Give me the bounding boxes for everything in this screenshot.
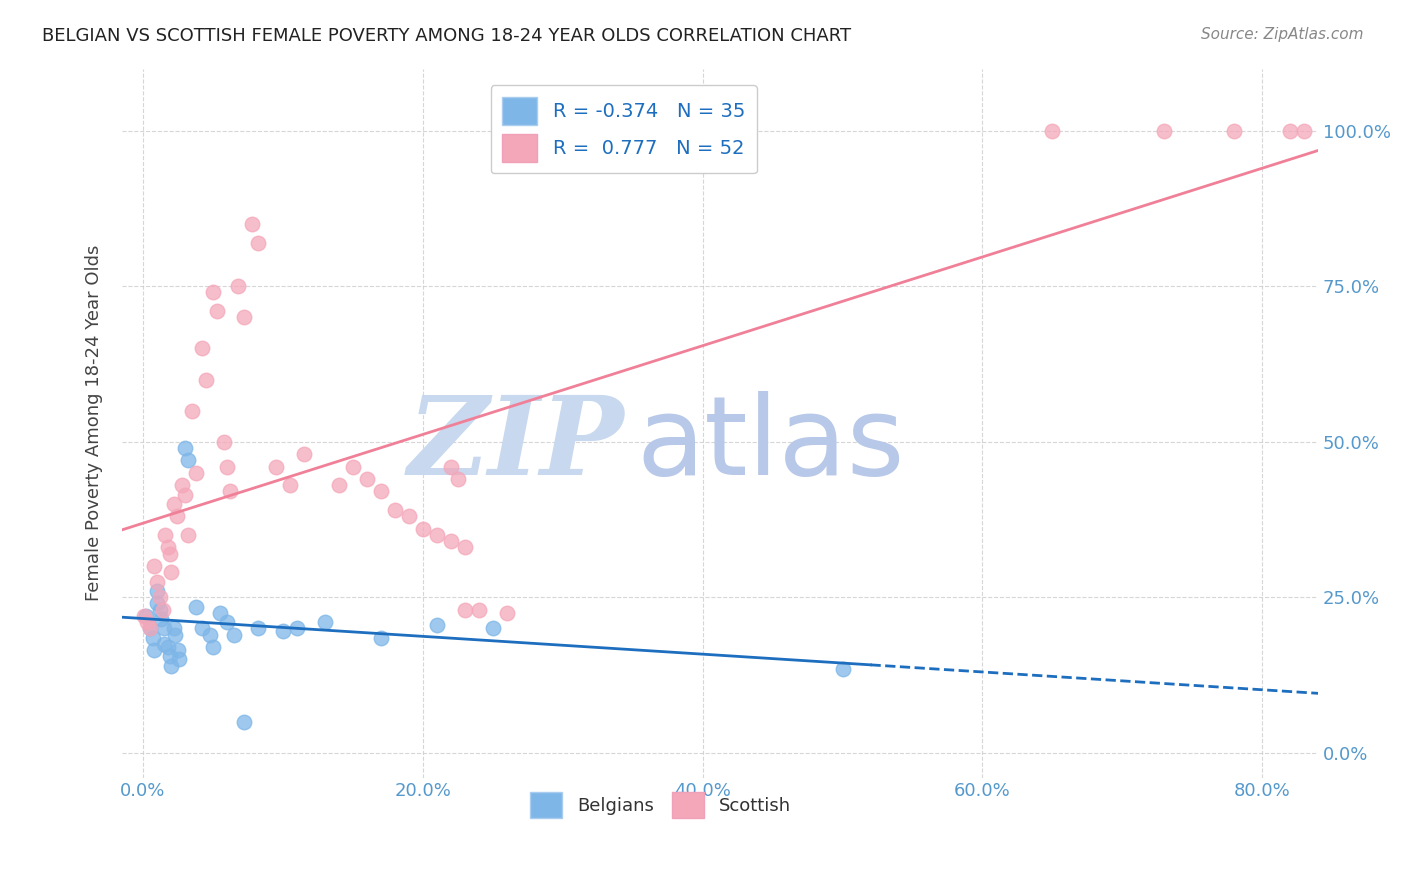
Point xyxy=(172,478,194,492)
Point xyxy=(150,612,173,626)
Point xyxy=(165,627,187,641)
Point xyxy=(205,304,228,318)
Point xyxy=(169,652,191,666)
Point xyxy=(412,522,434,536)
Point xyxy=(495,606,517,620)
Point xyxy=(447,472,470,486)
Point xyxy=(1294,124,1316,138)
Point xyxy=(134,608,156,623)
Point xyxy=(146,596,169,610)
Point xyxy=(201,640,224,654)
Point xyxy=(271,624,294,639)
Point xyxy=(139,621,162,635)
Point xyxy=(181,403,204,417)
Point xyxy=(174,441,197,455)
Text: Source: ZipAtlas.com: Source: ZipAtlas.com xyxy=(1201,27,1364,42)
Point xyxy=(328,478,350,492)
Point xyxy=(226,279,249,293)
Point xyxy=(440,534,463,549)
Legend: Belgians, Scottish: Belgians, Scottish xyxy=(523,785,799,825)
Point xyxy=(136,615,159,629)
Point xyxy=(1153,124,1175,138)
Point xyxy=(163,621,186,635)
Point xyxy=(143,643,166,657)
Point xyxy=(370,631,392,645)
Point xyxy=(157,640,180,654)
Point xyxy=(186,466,208,480)
Point xyxy=(426,618,449,632)
Point xyxy=(191,342,214,356)
Point xyxy=(174,487,197,501)
Text: BELGIAN VS SCOTTISH FEMALE POVERTY AMONG 18-24 YEAR OLDS CORRELATION CHART: BELGIAN VS SCOTTISH FEMALE POVERTY AMONG… xyxy=(42,27,851,45)
Point xyxy=(191,621,214,635)
Point xyxy=(157,541,180,555)
Point xyxy=(440,459,463,474)
Point xyxy=(166,509,188,524)
Point xyxy=(160,566,183,580)
Point xyxy=(149,590,172,604)
Y-axis label: Female Poverty Among 18-24 Year Olds: Female Poverty Among 18-24 Year Olds xyxy=(86,244,103,601)
Point xyxy=(342,459,364,474)
Point xyxy=(186,599,208,614)
Point xyxy=(146,584,169,599)
Point xyxy=(198,627,221,641)
Point xyxy=(218,484,240,499)
Point xyxy=(285,621,308,635)
Point xyxy=(215,459,238,474)
Point xyxy=(212,434,235,449)
Point xyxy=(163,497,186,511)
Point xyxy=(152,602,174,616)
Point xyxy=(167,643,190,657)
Point xyxy=(215,615,238,629)
Point xyxy=(201,285,224,300)
Point xyxy=(222,627,245,641)
Point xyxy=(398,509,420,524)
Point xyxy=(426,528,449,542)
Point xyxy=(370,484,392,499)
Text: ZIP: ZIP xyxy=(408,391,624,498)
Point xyxy=(246,235,269,250)
Point xyxy=(292,447,315,461)
Point xyxy=(159,547,181,561)
Point xyxy=(153,637,176,651)
Point xyxy=(142,631,165,645)
Point xyxy=(159,649,181,664)
Point xyxy=(177,453,200,467)
Point xyxy=(155,528,177,542)
Point xyxy=(139,621,162,635)
Point xyxy=(143,559,166,574)
Point xyxy=(146,574,169,589)
Point xyxy=(314,615,336,629)
Text: atlas: atlas xyxy=(637,391,905,498)
Point xyxy=(177,528,200,542)
Point xyxy=(468,602,491,616)
Point xyxy=(135,608,157,623)
Point xyxy=(481,621,503,635)
Point xyxy=(246,621,269,635)
Point xyxy=(149,602,172,616)
Point xyxy=(232,310,254,325)
Point xyxy=(1223,124,1246,138)
Point xyxy=(1279,124,1302,138)
Point xyxy=(278,478,301,492)
Point xyxy=(240,217,263,231)
Point xyxy=(208,606,231,620)
Point xyxy=(831,662,853,676)
Point xyxy=(264,459,287,474)
Point xyxy=(356,472,378,486)
Point xyxy=(232,714,254,729)
Point xyxy=(160,658,183,673)
Point xyxy=(195,372,218,386)
Point xyxy=(454,541,477,555)
Point xyxy=(153,621,176,635)
Point xyxy=(454,602,477,616)
Point xyxy=(384,503,406,517)
Point xyxy=(1040,124,1063,138)
